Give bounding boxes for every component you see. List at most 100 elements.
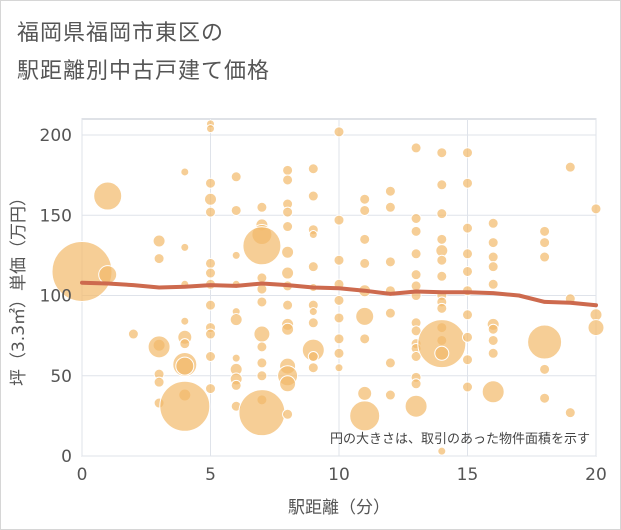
data-point <box>282 164 294 176</box>
data-point <box>256 201 268 213</box>
size-note: 円の大きさは、取引のあった物件面積を示す <box>330 432 590 447</box>
data-point <box>204 192 217 206</box>
data-point <box>487 251 499 263</box>
data-point <box>180 242 190 252</box>
x-axis-label: 駅距離（分） <box>288 498 390 518</box>
data-point <box>333 294 345 306</box>
data-point <box>462 309 473 321</box>
data-point <box>307 362 319 374</box>
data-point <box>231 250 241 260</box>
data-point <box>205 328 216 340</box>
data-point <box>205 257 216 269</box>
data-point <box>307 190 319 202</box>
data-point <box>590 203 602 215</box>
data-point <box>256 296 268 308</box>
data-point <box>462 354 473 366</box>
data-point <box>384 256 396 268</box>
x-tick-label: 10 <box>328 465 350 485</box>
data-point <box>206 124 215 134</box>
data-point <box>436 179 448 191</box>
data-point <box>242 226 282 266</box>
data-point <box>410 280 422 292</box>
chart-title-line1: 福岡県福岡市東区の <box>17 21 225 46</box>
data-point <box>404 394 428 418</box>
data-point <box>539 251 551 263</box>
data-point <box>359 233 371 245</box>
data-point <box>487 261 499 273</box>
y-tick-label: 0 <box>61 447 72 467</box>
data-point <box>180 316 190 326</box>
data-point <box>434 345 450 361</box>
data-point <box>307 261 319 273</box>
data-point <box>384 185 396 197</box>
data-point <box>410 378 422 390</box>
bubble-layer <box>51 119 605 456</box>
data-point <box>307 163 319 175</box>
data-point <box>159 380 211 432</box>
data-point <box>279 375 297 393</box>
data-point <box>238 389 286 437</box>
x-tick-label: 20 <box>585 465 607 485</box>
data-point <box>175 356 195 376</box>
data-point <box>205 351 216 363</box>
data-point <box>589 308 603 322</box>
data-point <box>256 341 268 353</box>
data-point <box>462 177 473 189</box>
data-point <box>462 331 473 343</box>
y-axis-label: 坪（3.3㎡）単価（万円） <box>9 189 29 386</box>
data-point <box>355 306 375 326</box>
data-point <box>359 204 371 216</box>
data-point <box>230 379 242 391</box>
data-point <box>487 278 499 290</box>
data-point <box>281 322 295 336</box>
data-point <box>417 319 467 369</box>
data-point <box>410 248 422 260</box>
data-point <box>384 357 396 369</box>
data-point <box>334 363 344 373</box>
data-point <box>437 446 447 456</box>
data-point <box>359 193 371 205</box>
data-point <box>410 142 422 154</box>
chart-title-line2: 駅距離別中古戸建て価格 <box>17 59 271 84</box>
data-point <box>229 313 243 327</box>
data-point <box>487 347 499 359</box>
data-point <box>357 385 373 401</box>
data-point <box>307 351 319 363</box>
data-point <box>281 266 295 280</box>
data-point <box>282 206 294 218</box>
data-point <box>539 392 551 404</box>
trend-line <box>80 280 598 308</box>
data-point <box>308 230 318 240</box>
data-point <box>349 400 381 432</box>
data-point <box>333 347 345 359</box>
data-point <box>180 167 190 177</box>
data-point <box>462 222 473 234</box>
data-point <box>436 147 448 159</box>
data-point <box>256 370 268 382</box>
data-point <box>179 338 191 350</box>
data-point <box>256 357 268 369</box>
data-point <box>205 383 216 395</box>
data-point <box>152 234 166 248</box>
data-point <box>436 233 448 245</box>
data-point <box>333 214 345 226</box>
data-point <box>539 225 551 237</box>
y-tick-label: 150 <box>40 206 72 226</box>
data-point <box>384 307 396 319</box>
data-point <box>487 217 499 229</box>
data-point <box>539 237 551 249</box>
data-point <box>410 212 422 224</box>
data-point <box>308 307 318 317</box>
trend-layer <box>80 280 598 308</box>
data-point <box>205 177 216 189</box>
data-point <box>487 237 499 249</box>
data-point <box>462 248 473 260</box>
data-point <box>487 334 499 346</box>
data-point <box>147 335 171 359</box>
data-point <box>153 376 165 388</box>
data-point <box>481 380 505 404</box>
data-point <box>462 147 473 159</box>
data-point <box>384 389 396 401</box>
